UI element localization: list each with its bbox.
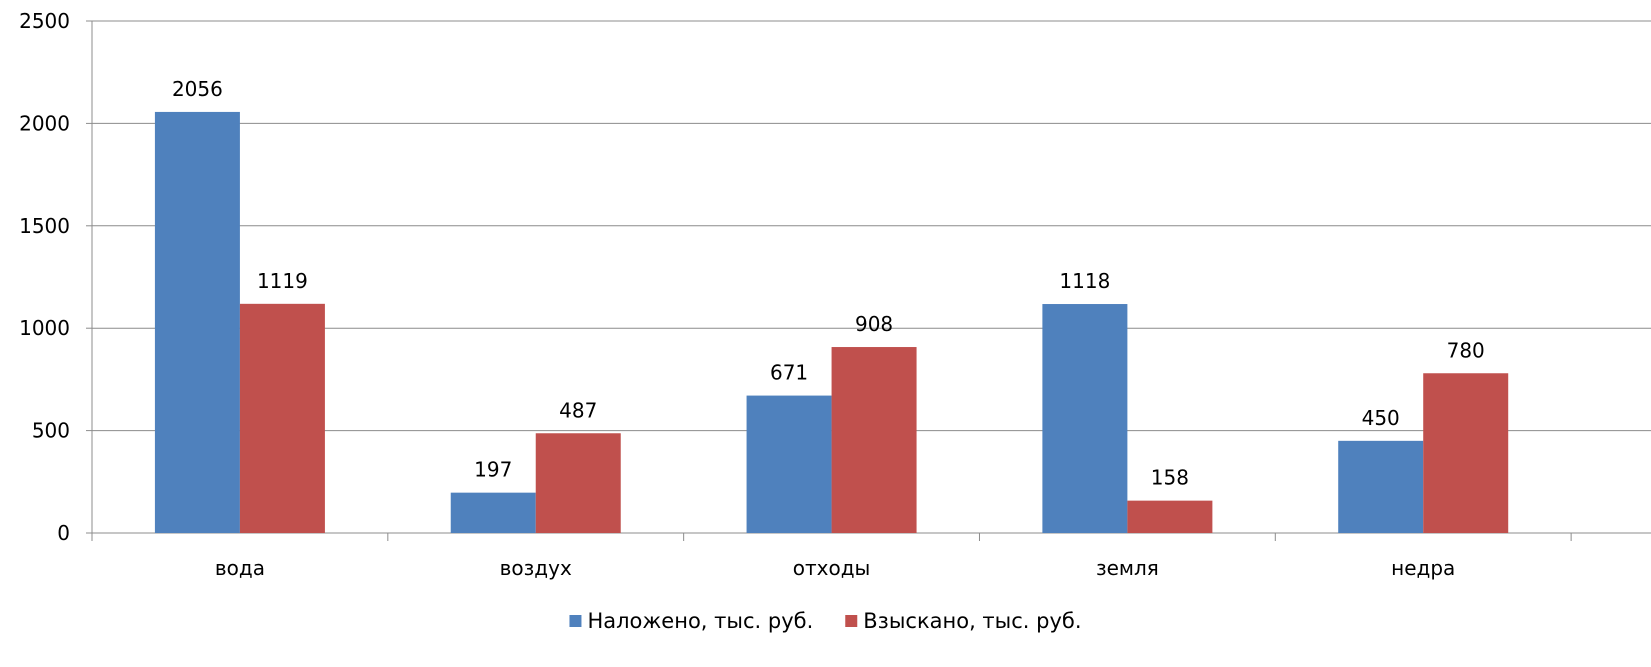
data-label: 197 xyxy=(474,458,512,482)
data-label: 1118 xyxy=(1059,269,1110,293)
category-label: земля xyxy=(1096,556,1159,580)
data-label: 2056 xyxy=(172,77,223,101)
bar-vzyskano xyxy=(1127,500,1213,533)
data-label: 450 xyxy=(1362,406,1400,430)
category-label: недра xyxy=(1391,556,1455,580)
bar-nalozheno xyxy=(1042,304,1128,533)
bar-vzyskano xyxy=(831,347,917,533)
bar-vzyskano xyxy=(239,303,325,533)
bar-nalozheno xyxy=(450,492,536,533)
y-tick-label: 500 xyxy=(32,419,70,443)
category-label: вода xyxy=(215,556,265,580)
bar-nalozheno xyxy=(746,395,832,533)
data-label: 908 xyxy=(855,312,893,336)
bar-vzyskano xyxy=(535,433,621,533)
category-label: отходы xyxy=(793,556,871,580)
legend-swatch xyxy=(845,615,858,627)
legend-swatch xyxy=(569,615,582,627)
bar-nalozheno xyxy=(154,111,240,533)
data-label: 671 xyxy=(770,361,808,385)
bar-nalozheno xyxy=(1338,440,1424,533)
y-tick-label: 1500 xyxy=(19,214,70,238)
y-tick-label: 2500 xyxy=(19,9,70,33)
category-label: воздух xyxy=(500,556,572,580)
data-label: 1119 xyxy=(257,269,308,293)
data-label: 158 xyxy=(1151,466,1189,490)
y-tick-label: 0 xyxy=(57,521,70,545)
y-tick-label: 1000 xyxy=(19,316,70,340)
legend-label: Наложено, тыс. руб. xyxy=(587,609,813,633)
legend-label: Взыскано, тыс. руб. xyxy=(863,609,1081,633)
y-tick-label: 2000 xyxy=(19,111,70,135)
bar-vzyskano xyxy=(1423,373,1509,533)
data-label: 487 xyxy=(559,398,597,422)
data-label: 780 xyxy=(1447,338,1485,362)
